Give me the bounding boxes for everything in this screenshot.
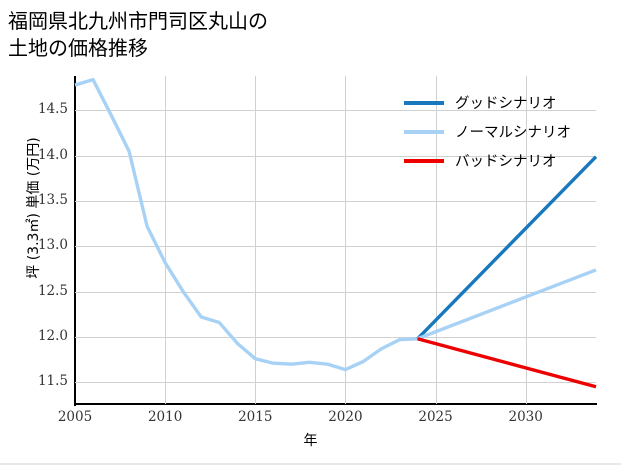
x-tick-label: 2010: [147, 409, 183, 425]
legend-label: バッドシナリオ: [455, 154, 557, 170]
x-axis-label: 年: [303, 433, 318, 449]
legend-label: グッドシナリオ: [455, 96, 557, 112]
legend-color-swatch: [404, 100, 444, 105]
gridline-horizontal: [75, 292, 596, 293]
series-lines: [74, 77, 598, 389]
chart-legend: グッドシナリオ ノーマルシナリオ バッドシナリオ: [404, 88, 616, 175]
x-tick-label: 2030: [508, 409, 543, 425]
legend-item[interactable]: バッドシナリオ: [404, 146, 616, 175]
gridline-vertical: [526, 76, 527, 404]
y-tick-label: 14.0: [37, 146, 68, 163]
y-tick-label: 12.0: [37, 327, 68, 344]
gridline-vertical: [255, 76, 256, 404]
gridline-horizontal: [75, 201, 596, 202]
legend-item[interactable]: グッドシナリオ: [404, 88, 616, 117]
series-line-バッドシナリオ: [417, 337, 597, 389]
chart-title: 福岡県北九州市門司区丸山の 土地の価格推移: [8, 9, 268, 60]
gridline-horizontal: [75, 156, 596, 157]
plot-area: [74, 76, 598, 404]
legend-color-swatch: [404, 129, 444, 134]
y-tick-label: 14.5: [37, 101, 68, 118]
legend-item[interactable]: ノーマルシナリオ: [404, 117, 616, 146]
y-tick-label: 13.0: [37, 237, 68, 254]
y-axis-line: [74, 76, 76, 406]
series-line-ノーマルシナリオ: [416, 268, 597, 341]
x-tick-label: 2015: [238, 409, 273, 425]
x-axis-line: [74, 403, 597, 405]
legend-color-swatch: [404, 158, 444, 163]
gridline-vertical: [165, 76, 166, 404]
x-tick-label: 2005: [57, 409, 93, 425]
y-tick-label: 12.5: [37, 282, 68, 299]
legend-label: ノーマルシナリオ: [455, 125, 571, 141]
gridline-vertical: [436, 76, 437, 404]
y-tick-label: 13.5: [37, 192, 68, 209]
gridline-horizontal: [75, 382, 596, 383]
series-line-履歴: [74, 77, 418, 372]
x-tick-label: 2020: [328, 409, 363, 425]
gridline-horizontal: [75, 246, 596, 247]
gridline-horizontal: [75, 337, 596, 338]
x-tick-label: 2025: [418, 409, 453, 425]
series-line-グッドシナリオ: [416, 155, 598, 340]
y-tick-label: 11.5: [37, 373, 68, 390]
gridline-horizontal: [75, 110, 596, 111]
gridline-vertical: [345, 76, 346, 404]
